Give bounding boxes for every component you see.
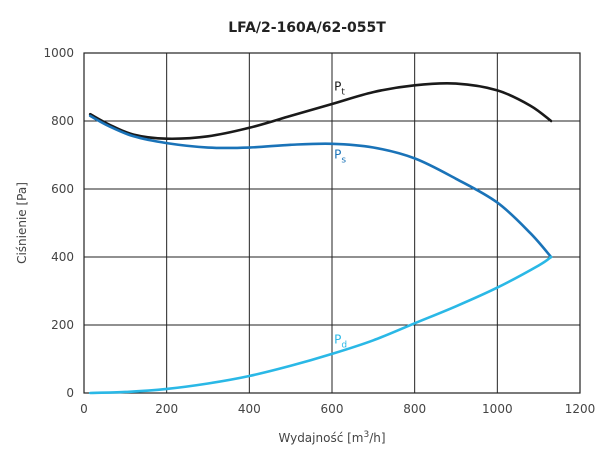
x-tick-label: 800 [403, 402, 426, 416]
y-tick-label: 600 [51, 182, 74, 196]
series-label-pt: Pt [334, 79, 345, 97]
plot-frame [83, 52, 581, 394]
x-tick-label: 1200 [565, 402, 596, 416]
series-labels: Pt Ps Pd [334, 79, 347, 350]
x-axis-label: Wydajność [m3/h] [278, 430, 385, 445]
series-line-pd [88, 255, 553, 395]
x-tick-label: 400 [238, 402, 261, 416]
series-line-ps [88, 114, 553, 259]
y-axis-ticks: 0 200 400 600 800 1000 [43, 46, 74, 400]
series-label-ps: Ps [334, 147, 346, 165]
y-tick-label: 1000 [43, 46, 74, 60]
series-label-pd: Pd [334, 333, 347, 351]
x-tick-label: 200 [155, 402, 178, 416]
series-group [88, 82, 553, 395]
y-tick-label: 0 [66, 386, 74, 400]
series-line-pt [88, 82, 553, 141]
chart-title: LFA/2-160A/62-055T [228, 20, 386, 36]
x-tick-label: 0 [80, 402, 88, 416]
x-tick-label: 1000 [482, 402, 513, 416]
x-axis-ticks: 0 200 400 600 800 1000 1200 [80, 402, 595, 416]
y-axis-label: Ciśnienie [Pa] [15, 182, 29, 264]
y-tick-label: 800 [51, 114, 74, 128]
y-tick-label: 200 [51, 318, 74, 332]
x-tick-label: 600 [321, 402, 344, 416]
y-tick-label: 400 [51, 250, 74, 264]
